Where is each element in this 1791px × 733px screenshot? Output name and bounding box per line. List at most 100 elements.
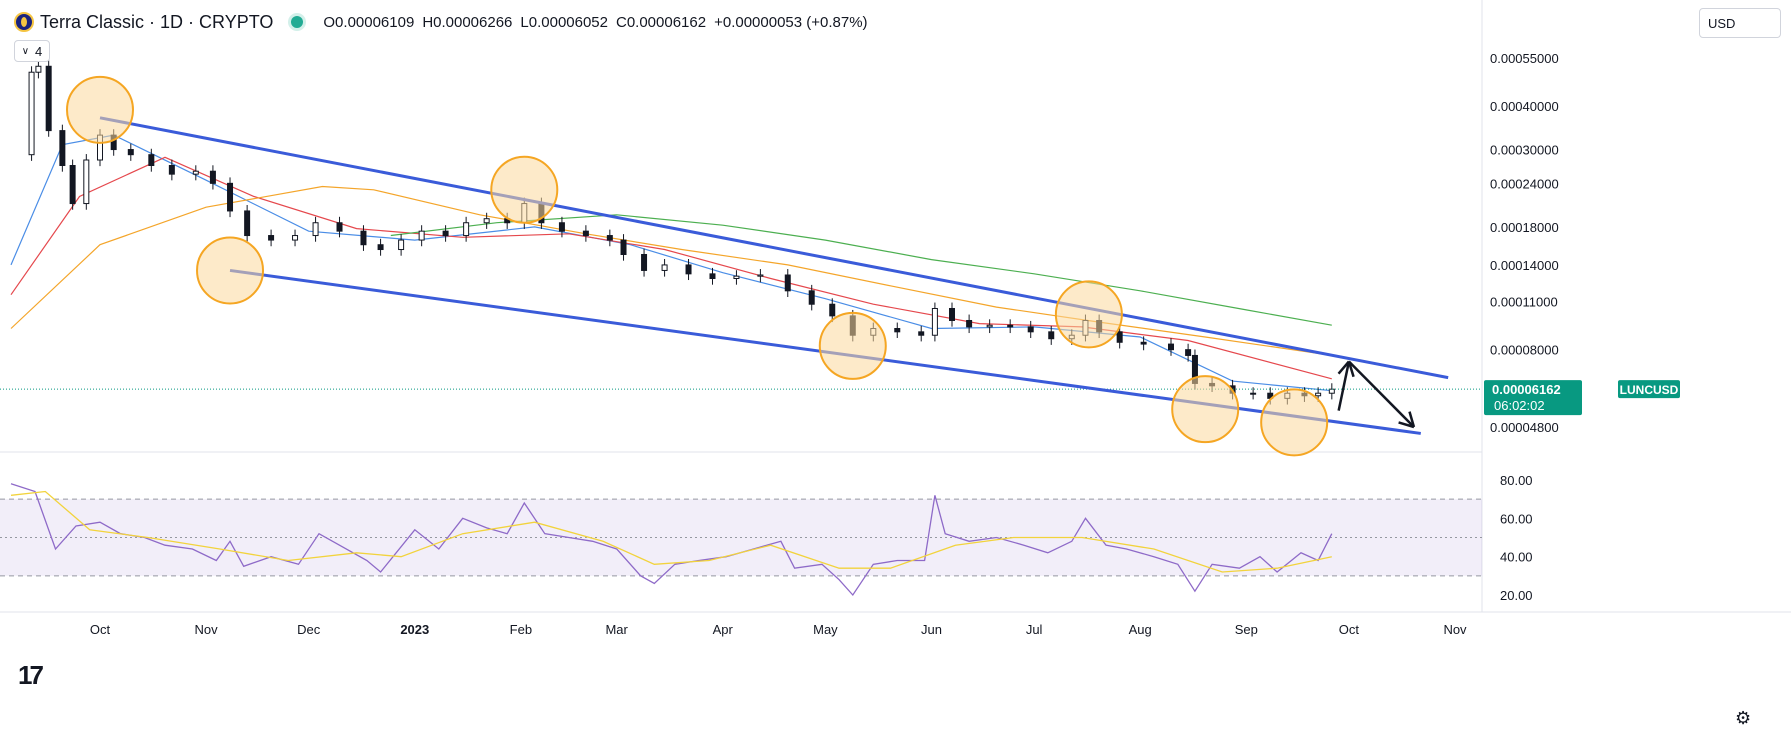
highlight-circle: [818, 311, 887, 380]
highlight-circle: [1260, 388, 1329, 457]
candle-body: [1185, 349, 1192, 356]
price-tag-bg: [1484, 380, 1582, 416]
gear-icon[interactable]: ⚙: [1735, 708, 1752, 728]
arrow-up-line: [1337, 361, 1351, 411]
highlight-circle: [196, 236, 265, 305]
candle-body: [620, 239, 627, 255]
price-tick-label: 0.00018000: [1490, 220, 1559, 235]
candle-body: [244, 210, 251, 237]
candle-body: [209, 170, 216, 184]
price-tick-label: 0.00004800: [1490, 420, 1559, 435]
candle-body: [808, 290, 815, 305]
time-tick-label: Aug: [1129, 622, 1152, 637]
moving-average-line: [390, 214, 1332, 326]
candle-body: [360, 230, 367, 246]
rsi-tick-label: 40.00: [1500, 550, 1533, 565]
rsi-pane: [0, 483, 1482, 597]
rsi-tick-label: 20.00: [1500, 588, 1533, 603]
low-value: L0.00006052: [520, 13, 608, 31]
time-tick-label: Oct: [1339, 622, 1360, 637]
highlight-circle: [1054, 280, 1123, 349]
grid: [0, 0, 1791, 613]
candle-body: [1007, 324, 1014, 328]
candle-body: [606, 235, 613, 241]
candle-body: [483, 218, 490, 224]
price-tick-label: 0.00055000: [1490, 51, 1559, 66]
tradingview-logo-icon[interactable]: 17: [18, 660, 44, 690]
time-tick-label: Oct: [90, 622, 111, 637]
candle-body: [59, 130, 66, 167]
time-tick-label: Nov: [1443, 622, 1467, 637]
time-tick-label: Feb: [510, 622, 532, 637]
market-status-icon: [291, 16, 304, 28]
price-tick-label: 0.00024000: [1490, 176, 1559, 191]
candle-body: [336, 222, 343, 232]
highlight-circle: [490, 155, 559, 224]
candle-body: [292, 235, 299, 241]
candle-body: [192, 170, 199, 175]
highlight-circle: [1171, 375, 1240, 444]
time-tick-label: Nov: [195, 622, 219, 637]
candle-body: [1027, 326, 1034, 333]
symbol-tag-bg: [1618, 380, 1680, 399]
countdown-tag: 06:02:02: [1494, 398, 1545, 413]
rsi-tick-label: 80.00: [1500, 473, 1533, 488]
candle-body: [1315, 392, 1322, 397]
arrow-down-line-head: [1408, 411, 1416, 428]
time-tick-label: May: [813, 622, 838, 637]
indicator-count: 4: [35, 43, 43, 59]
candle-body: [949, 307, 956, 321]
candle-body: [757, 274, 764, 277]
candle-body: [168, 165, 175, 175]
candles: [28, 60, 1335, 405]
candle-body: [148, 154, 155, 167]
arrow-up-line-head: [1337, 360, 1350, 375]
rsi-tick-label: 60.00: [1500, 511, 1533, 526]
candle-body: [894, 328, 901, 333]
candle-body: [582, 230, 589, 237]
candle-body: [418, 230, 425, 241]
candle-body: [442, 230, 449, 237]
price-tick-label: 0.00008000: [1490, 343, 1559, 358]
ohlc-values: O0.00006109 H0.00006266 L0.00006052 C0.0…: [323, 14, 867, 31]
symbol-tag: LUNCUSD: [1620, 383, 1679, 397]
price-tick-label: 0.00030000: [1490, 143, 1559, 158]
candle-body: [268, 235, 275, 241]
candle-body: [463, 222, 470, 237]
candle-body: [1140, 341, 1147, 345]
time-tick-label: Jun: [921, 622, 942, 637]
candle-body: [227, 182, 234, 212]
candle-body: [398, 239, 405, 251]
time-tick-label: 2023: [400, 622, 429, 637]
close-value: C0.00006162: [616, 13, 707, 31]
candle-body: [784, 274, 791, 292]
candle-body: [661, 264, 668, 271]
time-tick-label: Jul: [1026, 622, 1043, 637]
candle-body: [127, 149, 134, 156]
candle-body: [69, 165, 76, 205]
time-tick-label: Mar: [605, 622, 628, 637]
candle-body: [45, 65, 52, 132]
arrow-down-line: [1348, 360, 1415, 428]
chevron-down-icon: ∨: [21, 45, 30, 57]
chart-header: Terra Classic · 1D · CRYPTO O0.00006109 …: [14, 10, 868, 34]
candle-body: [83, 159, 90, 205]
candle-body: [28, 71, 35, 156]
time-tick-label: Apr: [713, 622, 734, 637]
candle-body: [641, 253, 648, 271]
candle-body: [986, 324, 993, 328]
candle-body: [966, 319, 973, 328]
axes: 0.00055000 0.00040000 0.00030000 0.00024000…: [90, 51, 1559, 637]
candle-body: [733, 275, 740, 280]
candle-body: [1048, 331, 1055, 340]
indicators-toggle[interactable]: ∨ 4: [14, 40, 50, 62]
time-tick-label: Dec: [297, 622, 321, 637]
symbol-title[interactable]: Terra Classic · 1D · CRYPTO: [40, 11, 274, 32]
price-tag: 0.00006162: [1492, 382, 1561, 397]
currency-select[interactable]: USD: [1699, 8, 1781, 38]
highlight-circle: [66, 75, 134, 144]
candle-body: [709, 273, 716, 280]
arrow-down-line-head: [1398, 421, 1415, 429]
